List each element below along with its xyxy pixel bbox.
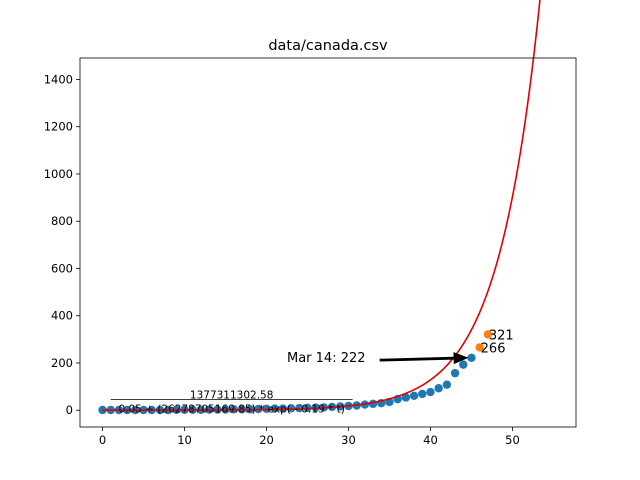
axes-frame [79,57,577,428]
observed-point [270,404,279,413]
observed-point [262,404,271,414]
x-tick-label: 40 [423,433,438,447]
observed-point [434,384,443,393]
y-tick-label: 600 [51,261,73,275]
x-tick-label: 30 [341,433,356,447]
fit-curve [102,0,541,412]
observed-point [442,380,452,389]
y-tick-label: 0 [66,403,73,417]
y-tick-label: 1400 [44,72,73,86]
observed-point [450,368,460,378]
y-tick-label: 200 [51,356,73,370]
fit-formula-numerator: 1377311302.58 [190,390,274,402]
predicted-point [475,343,484,352]
predicted-point [483,330,493,339]
observed-point [368,399,378,409]
observed-point [467,353,476,362]
observed-point [459,360,468,369]
predicted-label: 321 [489,328,514,343]
x-tick-label: 50 [505,433,520,447]
annotation-arrowhead [453,352,469,365]
observed-point [418,389,427,399]
annotation-arrow-shaft [379,356,454,362]
observed-point [401,393,411,402]
chart-title: data/canada.csv [268,38,388,54]
x-tick-label: 20 [259,433,274,447]
plot-area: 0 10 20 30 40 50 0 200 400 600 800 1000 1200 1400 2663… [44,0,577,447]
annotation-label: Mar 14: 222 [287,351,366,366]
x-tick-label: 10 [177,433,192,447]
observed-point [409,391,419,401]
x-tick-label: 0 [99,433,106,447]
y-tick-label: 1000 [44,167,73,181]
y-tick-label: 1200 [44,120,73,134]
fit-formula-denominator: 0.05 + (26278705169.85) * exp( - 0.19 * … [118,403,344,415]
y-tick-label: 400 [51,309,73,323]
observed-point [426,387,435,397]
observed-point [98,405,107,415]
predicted-label: 266 [481,341,506,356]
y-tick-label: 800 [51,214,73,228]
